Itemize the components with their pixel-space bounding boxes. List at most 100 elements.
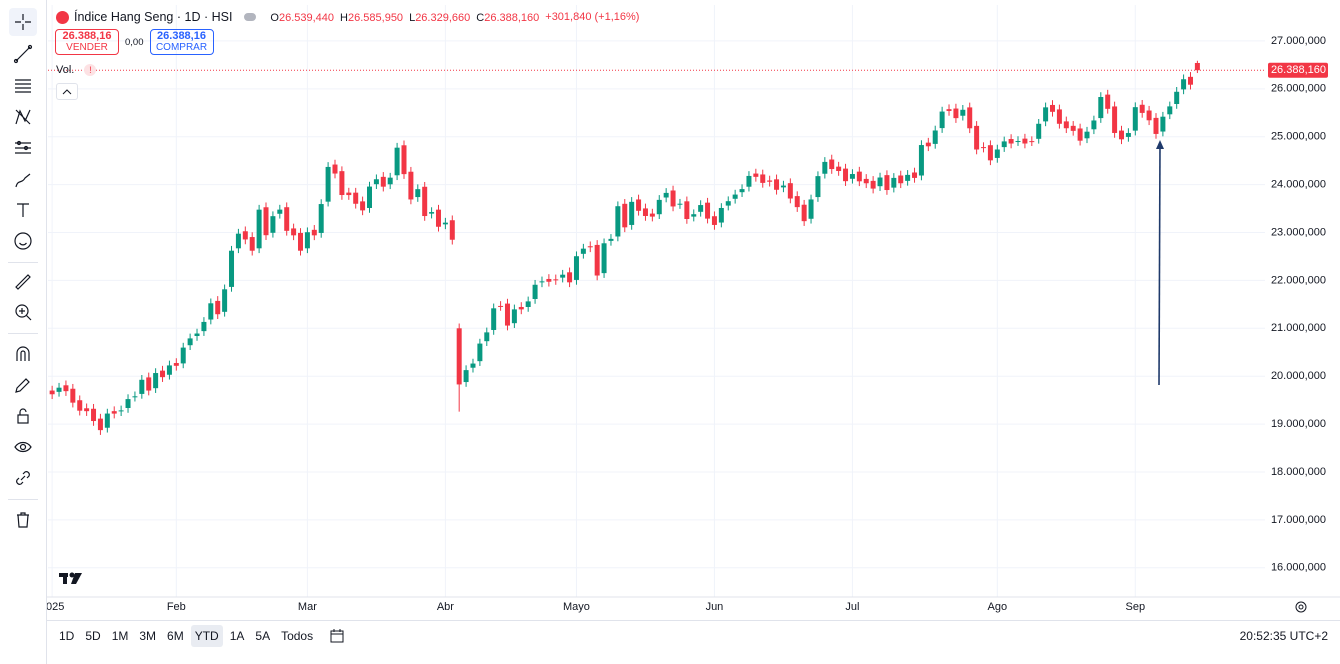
- candle-body: [422, 186, 428, 217]
- sell-price: 26.388,16: [62, 30, 112, 42]
- candle-body: [925, 142, 931, 147]
- candle-body: [987, 145, 993, 161]
- x-tick-label: Mayo: [563, 601, 590, 613]
- range-button[interactable]: 1D: [59, 629, 75, 643]
- candle-body: [346, 192, 352, 196]
- magnet-tool[interactable]: [9, 340, 37, 368]
- candle-body: [1160, 116, 1166, 132]
- candle-body: [939, 111, 945, 129]
- range-button[interactable]: 5A: [255, 629, 271, 643]
- clock[interactable]: 20:52:35 UTC+2: [1239, 629, 1328, 643]
- pattern-tool[interactable]: [9, 103, 37, 131]
- stay-drawing-tool[interactable]: [9, 371, 37, 399]
- candle-body: [560, 274, 566, 278]
- x-tick-label: Ago: [988, 601, 1008, 613]
- ohlc-value: 26.388,160: [484, 12, 540, 24]
- candle-body: [642, 208, 648, 216]
- range-button[interactable]: Todos: [281, 629, 314, 643]
- lock-tool[interactable]: [9, 402, 37, 430]
- candle-body: [498, 305, 504, 307]
- y-tick-label: 21.000,000: [1271, 322, 1326, 334]
- candle-body: [794, 196, 800, 208]
- candle-body: [63, 385, 69, 392]
- ohlc-key: C: [476, 12, 485, 24]
- candle-body: [960, 109, 966, 116]
- forecast-tool[interactable]: [9, 134, 37, 162]
- candle-body: [1194, 62, 1200, 71]
- crosshair-tool[interactable]: [9, 8, 37, 36]
- candle-body: [1105, 94, 1111, 109]
- last-price-label: 26.388,160: [1271, 64, 1326, 76]
- range-button[interactable]: 1A: [229, 629, 245, 643]
- settings-icon[interactable]: [1295, 601, 1307, 613]
- brush-tool[interactable]: [9, 166, 37, 194]
- candle-body: [325, 166, 331, 202]
- exchange-logo: [56, 10, 69, 24]
- candle-body: [332, 164, 338, 174]
- volume-warning[interactable]: !: [84, 64, 97, 76]
- range-button[interactable]: 5D: [85, 629, 101, 643]
- candle-body: [291, 228, 297, 236]
- date-range-button[interactable]: [329, 628, 345, 644]
- candle-body: [442, 222, 448, 225]
- candle-body: [822, 161, 828, 174]
- y-tick-label: 27.000,000: [1271, 35, 1326, 47]
- candle-body: [408, 171, 414, 200]
- ohlc-item: H26.585,950: [340, 12, 403, 24]
- fib-tool[interactable]: [9, 72, 37, 100]
- candle-body: [656, 199, 662, 215]
- emoji-tool[interactable]: [9, 227, 37, 255]
- candle-body: [249, 237, 255, 251]
- candle-body: [1091, 120, 1097, 130]
- candle-body: [622, 203, 628, 228]
- candle-body: [1187, 76, 1193, 85]
- candle-body: [698, 205, 704, 212]
- candle-body: [684, 201, 690, 220]
- buy-button[interactable]: 26.388,16 COMPRAR: [149, 29, 214, 55]
- hide-tool[interactable]: [9, 433, 37, 461]
- candle-body: [1112, 106, 1118, 133]
- candle-body: [1056, 109, 1062, 124]
- sell-button[interactable]: 26.388,16 VENDER: [55, 29, 119, 55]
- collapse-legend[interactable]: [56, 83, 78, 100]
- delete-tool[interactable]: [9, 506, 37, 534]
- candle-body: [222, 289, 228, 312]
- trendline-tool[interactable]: [9, 40, 37, 68]
- range-button[interactable]: 1M: [111, 629, 129, 643]
- candle-body: [456, 328, 462, 385]
- ruler-tool[interactable]: [9, 268, 37, 296]
- x-tick-label: Mar: [298, 601, 317, 613]
- candle-body: [1146, 110, 1152, 121]
- candle-body: [636, 199, 642, 211]
- link-tool[interactable]: [9, 464, 37, 492]
- last-price-tag: [1268, 62, 1328, 78]
- sell-label: VENDER: [66, 42, 108, 53]
- candle-body: [1029, 141, 1035, 143]
- candle-body: [691, 214, 697, 217]
- candle-body: [153, 373, 159, 389]
- candle-body: [829, 159, 835, 170]
- candle-body: [746, 175, 752, 187]
- candle-body: [553, 279, 559, 281]
- candle-body: [884, 175, 890, 191]
- range-selector: 1D 5D 1M 3M 6M YTD 1A 5A Todos: [52, 625, 317, 647]
- candle-body: [663, 192, 669, 198]
- x-tick-label: Sep: [1126, 601, 1146, 613]
- range-button[interactable]: 6M: [167, 629, 184, 643]
- zoom-tool[interactable]: [9, 298, 37, 326]
- y-tick-label: 19.000,000: [1271, 418, 1326, 430]
- candle-body: [435, 209, 441, 227]
- range-button[interactable]: 3M: [139, 629, 157, 643]
- symbol-title[interactable]: Índice Hang Seng · 1D · HSI: [74, 10, 233, 24]
- candle-body: [567, 272, 573, 283]
- range-button[interactable]: YTD: [190, 625, 223, 647]
- ohlc-value: 26.329,660: [415, 12, 471, 24]
- candle-body: [373, 179, 379, 185]
- candle-body: [525, 301, 531, 307]
- candle-body: [111, 411, 117, 414]
- text-tool[interactable]: [9, 196, 37, 224]
- candle-body: [1098, 97, 1104, 119]
- candle-body: [235, 233, 241, 249]
- candle-body: [836, 166, 842, 172]
- ohlc-values: O26.539,440 H26.585,950 L26.329,660 C26.388…: [270, 10, 545, 24]
